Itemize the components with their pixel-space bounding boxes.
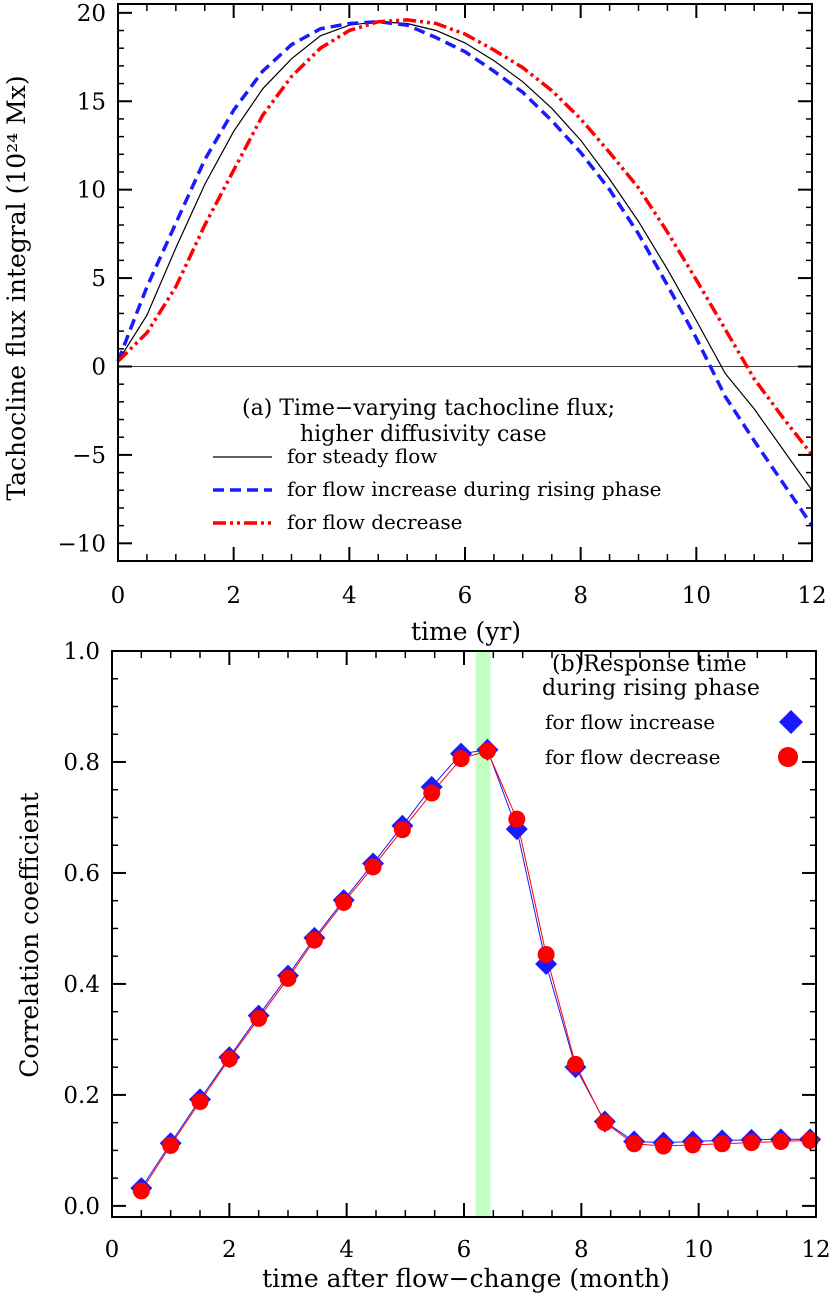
panel-b-annotation-line-2: during rising phase — [542, 676, 760, 701]
x-tick-label: 4 — [342, 583, 357, 609]
legend-label-1: for flow increase during rising phase — [287, 477, 662, 501]
x-tick-label: 0 — [111, 583, 126, 609]
series-line-1 — [116, 19, 814, 527]
x-tick-label: 10 — [682, 583, 711, 609]
circle-marker — [508, 810, 526, 828]
y-tick-label: 0 — [91, 354, 106, 380]
x-tick-label: 4 — [339, 1237, 354, 1263]
x-tick-label: 2 — [226, 583, 241, 609]
circle-marker — [162, 1136, 180, 1154]
y-tick-label: 0.2 — [63, 1083, 100, 1109]
y-tick-label: −5 — [72, 443, 106, 469]
circle-marker — [250, 1009, 268, 1027]
x-tick-label: 8 — [574, 1237, 589, 1263]
circle-marker — [684, 1136, 702, 1154]
circle-marker — [625, 1135, 643, 1153]
circle-marker — [566, 1055, 584, 1073]
panel-a-annotation-line-2: higher diffusivity case — [300, 422, 547, 447]
y-tick-label: 10 — [77, 178, 106, 204]
circle-marker — [335, 893, 353, 911]
panel-a-ticks: 0 2 4 6 8 10 12 −10 −5 0 5 10 15 20 — [57, 1, 826, 609]
x-tick-label: 10 — [684, 1237, 713, 1263]
panel-b-markers — [130, 738, 822, 1200]
legend-label-0: for flow increase — [545, 710, 715, 734]
panel-b-legend: for flow increase for flow decrease — [545, 710, 803, 769]
y-tick-label: 0.0 — [63, 1194, 100, 1220]
panel-a: 0 2 4 6 8 10 12 −10 −5 0 5 10 15 20 (a) Time−varying … — [2, 1, 827, 646]
y-tick-label: 15 — [77, 89, 106, 115]
panel-a-annotation-line-1: (a) Time−varying tachocline flux; — [242, 396, 615, 421]
panel-b-frame — [111, 650, 817, 1218]
panel-a-y-axis-label: Tachocline flux integral (10²⁴ Mx) — [2, 75, 31, 500]
legend-label-2: for flow decrease — [287, 510, 462, 534]
circle-marker — [191, 1093, 209, 1111]
legend-diamond-marker — [779, 710, 803, 734]
circle-marker — [393, 821, 411, 839]
circle-marker — [305, 931, 323, 949]
panel-a-legend: for steady flow for flow increase during … — [213, 444, 662, 534]
y-tick-label: 5 — [91, 266, 106, 292]
panel-b-highlight-band — [475, 652, 491, 1216]
y-tick-label: 0.4 — [63, 972, 100, 998]
panel-b-x-axis-label: time after flow−change (month) — [262, 1264, 670, 1293]
panel-a-x-axis-label: time (yr) — [411, 617, 521, 646]
series-line-1 — [140, 750, 811, 1192]
panel-b-annotation-line-1: (b)Response time — [552, 652, 747, 677]
circle-marker — [279, 969, 297, 987]
circle-marker — [713, 1135, 731, 1153]
y-tick-label: −10 — [57, 531, 106, 557]
x-tick-label: 6 — [457, 1237, 472, 1263]
panel-a-series-lines — [116, 18, 814, 527]
y-tick-label: 0.6 — [63, 861, 100, 887]
circle-marker — [220, 1050, 238, 1068]
circle-marker — [742, 1134, 760, 1152]
legend-label-1: for flow decrease — [545, 745, 720, 769]
circle-marker — [596, 1114, 614, 1132]
y-tick-label: 1.0 — [63, 639, 100, 665]
series-line-0 — [117, 21, 813, 491]
x-tick-label: 0 — [105, 1237, 120, 1263]
circle-marker — [772, 1133, 790, 1151]
circle-marker — [537, 946, 555, 964]
panel-b-ticks: 0 2 4 6 8 10 12 0.0 0.2 0.4 0.6 0.8 1.0 — [63, 639, 830, 1263]
circle-marker — [423, 784, 441, 802]
series-line-2 — [116, 18, 814, 456]
x-tick-label: 12 — [797, 583, 826, 609]
circle-marker — [132, 1182, 150, 1200]
y-tick-label: 0.8 — [63, 750, 100, 776]
x-tick-label: 12 — [801, 1237, 830, 1263]
legend-circle-marker — [778, 747, 798, 767]
x-tick-label: 8 — [573, 583, 588, 609]
circle-marker — [364, 858, 382, 876]
x-tick-label: 2 — [222, 1237, 237, 1263]
panel-b-y-axis-label: Correlation coefficient — [15, 792, 44, 1077]
panel-b: 0 2 4 6 8 10 12 0.0 0.2 0.4 0.6 0.8 1.0 (b)Response … — [15, 639, 831, 1293]
x-tick-label: 6 — [458, 583, 473, 609]
circle-marker — [478, 742, 496, 760]
panel-b-series-lines — [140, 749, 811, 1192]
circle-marker — [801, 1131, 819, 1149]
series-line-0 — [140, 749, 811, 1189]
circle-marker — [654, 1137, 672, 1155]
legend-label-0: for steady flow — [287, 444, 437, 468]
circle-marker — [452, 750, 470, 768]
y-tick-label: 20 — [77, 1, 106, 27]
